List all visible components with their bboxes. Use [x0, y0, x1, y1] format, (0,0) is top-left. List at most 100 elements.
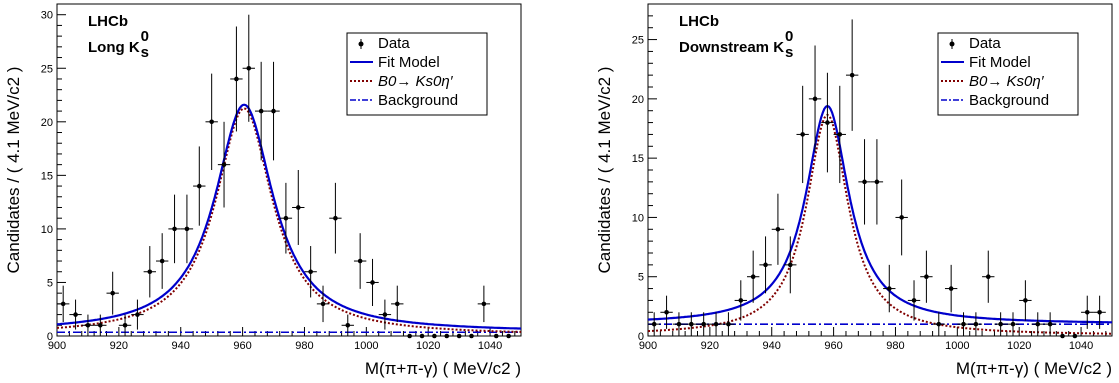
data-marker: [924, 274, 929, 280]
legend-entry: B0→ Ks0η′: [969, 73, 1045, 90]
data-marker: [283, 215, 289, 221]
data-marker: [345, 322, 351, 328]
data-point: [193, 146, 206, 226]
y-tick-label: 25: [41, 63, 53, 75]
data-marker: [1097, 309, 1102, 315]
y-tick-label: 20: [41, 117, 53, 129]
data-marker: [456, 333, 462, 339]
fit-model-curve: [56, 103, 522, 330]
data-marker: [196, 183, 202, 189]
data-marker: [394, 301, 400, 307]
data-marker: [444, 333, 450, 339]
data-marker: [295, 205, 301, 210]
data-point: [982, 250, 995, 303]
data-marker: [1023, 298, 1028, 303]
superscript-label: 0: [141, 28, 149, 45]
data-marker: [664, 309, 669, 315]
data-marker: [432, 333, 437, 339]
y-tick-label: 0: [47, 331, 53, 343]
data-marker: [234, 76, 239, 82]
data-point: [316, 285, 330, 323]
y-tick-label: 15: [41, 170, 53, 182]
data-marker: [1072, 333, 1078, 339]
data-marker: [899, 215, 904, 220]
data-point: [452, 333, 466, 339]
data-point: [341, 314, 354, 336]
data-point: [490, 333, 503, 339]
data-marker: [110, 290, 115, 296]
data-marker: [936, 321, 942, 327]
data-point: [168, 194, 181, 264]
data-point: [353, 233, 367, 289]
data-point: [734, 280, 747, 321]
data-point: [1081, 295, 1094, 329]
data-marker: [911, 298, 917, 303]
data-marker: [493, 333, 499, 339]
legend-entry: Fit Model: [969, 54, 1031, 71]
data-point: [784, 236, 797, 294]
data-point: [722, 312, 735, 336]
data-point: [106, 271, 119, 315]
data-point: [907, 280, 921, 321]
data-marker: [258, 108, 264, 114]
data-point: [230, 26, 243, 132]
x-tick-label: 1040: [1069, 340, 1093, 352]
x-tick-label: 1000: [945, 340, 969, 352]
data-point: [465, 333, 478, 339]
subscript-label: s: [141, 44, 149, 61]
data-point: [685, 312, 698, 336]
data-marker: [246, 65, 252, 71]
data-point: [957, 312, 970, 336]
x-tick-label: 980: [295, 340, 313, 352]
data-point: [81, 314, 95, 336]
signal-curve: [647, 113, 1112, 335]
data-marker: [184, 226, 190, 232]
data-marker: [481, 301, 487, 307]
x-tick-label: 1040: [478, 340, 502, 352]
legend-entry: Fit Model: [378, 54, 440, 71]
legend-entry: Data: [378, 35, 410, 52]
data-marker: [320, 301, 326, 307]
data-marker: [308, 269, 313, 275]
data-marker: [357, 258, 363, 264]
data-marker: [738, 298, 744, 303]
data-marker: [713, 321, 719, 327]
experiment-label: LHCb: [679, 13, 719, 30]
legend-box: [346, 32, 488, 116]
x-tick-label: 900: [639, 340, 657, 352]
legend-entry: Data: [969, 35, 1001, 52]
data-marker: [159, 258, 165, 264]
data-marker: [221, 162, 227, 167]
data-point: [833, 85, 846, 184]
data-marker: [701, 321, 706, 327]
data-marker: [998, 321, 1003, 327]
data-point: [217, 121, 231, 208]
data-point: [391, 285, 404, 323]
data-marker: [886, 286, 892, 291]
data-marker: [407, 333, 412, 339]
data-point: [502, 333, 515, 339]
data-marker: [763, 262, 768, 268]
plot-frame: [56, 3, 522, 337]
data-point: [1031, 312, 1044, 336]
data-point: [697, 312, 710, 336]
y-tick-label: 5: [638, 272, 644, 284]
data-marker: [98, 322, 103, 328]
x-tick-label: 900: [48, 340, 66, 352]
signal-curve: [56, 107, 522, 333]
x-tick-label: 920: [110, 340, 128, 352]
sample-label: Long K: [88, 39, 140, 56]
data-point: [1043, 312, 1057, 336]
data-point: [883, 264, 896, 313]
data-point: [428, 333, 441, 339]
legend-box: [937, 32, 1079, 116]
x-tick-label: 1020: [416, 340, 440, 352]
data-point: [746, 250, 760, 303]
fit-model-curve: [647, 104, 1112, 324]
x-axis-label: M(π+π-γ) ( MeV/c2 ): [956, 359, 1112, 378]
data-marker: [689, 321, 694, 327]
chart-panel-2: 900 920 940 960 980 1000 1020 1040 0 5 10 15 20 25 M(π…: [595, 3, 1113, 378]
data-point: [118, 314, 132, 336]
data-point: [279, 182, 293, 254]
